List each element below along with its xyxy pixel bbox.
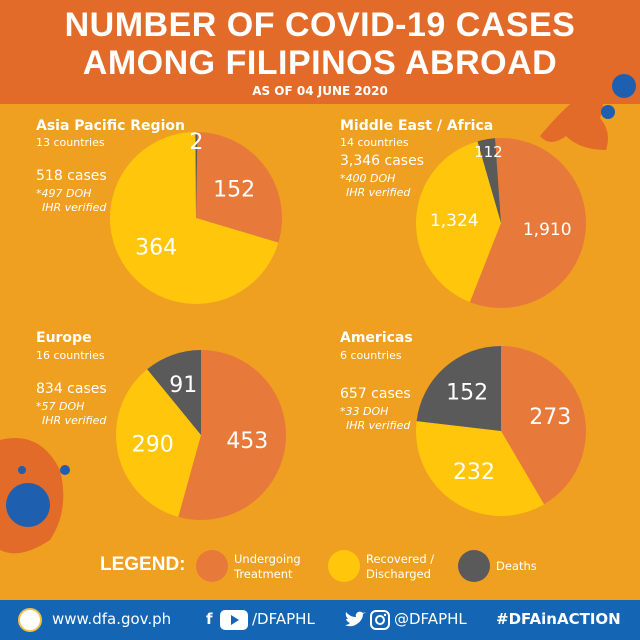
pie-slice-undergoing: [178, 350, 286, 520]
top-right-blob: [540, 70, 608, 150]
note-line-1: *57 DOH: [36, 400, 85, 413]
youtube-icon[interactable]: [220, 610, 248, 630]
footer-fb-yt-handle[interactable]: /DFAPHL: [252, 610, 315, 628]
instagram-icon[interactable]: [370, 610, 390, 630]
note-line-2: IHR verified: [42, 201, 107, 214]
region-title: Middle East / Africa: [340, 118, 494, 134]
region-country-count: 13 countries: [36, 136, 105, 149]
note-line-2: IHR verified: [346, 186, 411, 199]
legend-label-line: Recovered /: [366, 552, 435, 566]
legend-swatch-recovered: [328, 550, 360, 582]
region-note: *400 DOH IHR verified: [340, 172, 440, 200]
pie-slice-recovered: [416, 141, 501, 303]
pie-slice-undergoing: [469, 138, 586, 308]
legend-label-line: Undergoing: [234, 552, 301, 566]
pie-data-label-recovered: 232: [453, 460, 495, 485]
region-title: Europe: [36, 330, 92, 346]
page-title: NUMBER OF COVID-19 CASES AMONG FILIPINOS…: [0, 6, 640, 82]
region-country-count: 16 countries: [36, 349, 105, 362]
page-subtitle: AS OF 04 JUNE 2020: [252, 84, 388, 98]
region-title: Asia Pacific Region: [36, 118, 185, 134]
pie-slice-undergoing: [196, 132, 282, 243]
region-country-count: 14 countries: [340, 136, 409, 149]
pie-data-label-deaths: 112: [474, 143, 503, 161]
pie-data-label-deaths: 91: [169, 373, 197, 398]
pie-slice-undergoing: [501, 346, 586, 505]
legend-label-line: Treatment: [234, 567, 293, 581]
facebook-icon[interactable]: f: [206, 610, 213, 628]
legend-swatch-deaths: [458, 550, 490, 582]
pie-data-label-recovered: 364: [135, 235, 177, 260]
seal-icon: [18, 608, 42, 632]
note-line-2: IHR verified: [346, 419, 411, 432]
region-country-count: 6 countries: [340, 349, 402, 362]
footer-hashtag[interactable]: #DFAinACTION: [496, 610, 621, 628]
footer-bar: www.dfa.gov.ph f /DFAPHL @DFAPHL #DFAinA…: [0, 600, 640, 640]
region-case-count: 834 cases: [36, 381, 107, 397]
footer-website-link[interactable]: www.dfa.gov.ph: [52, 610, 172, 628]
legend-label-undergoing: Undergoing Treatment: [234, 552, 301, 582]
virus-icon: [6, 465, 70, 527]
pie-chart-middle-east-africa: 1,910 1,324 112: [416, 138, 586, 308]
pie-data-label-deaths: 152: [446, 380, 488, 405]
legend-label-recovered: Recovered / Discharged: [366, 552, 434, 582]
pie-data-label-undergoing: 1,910: [523, 220, 572, 240]
region-note: *497 DOH IHR verified: [36, 187, 136, 215]
pie-slice-deaths: [195, 132, 198, 218]
pie-slice-deaths: [147, 350, 201, 435]
region-case-count: 518 cases: [36, 168, 107, 184]
region-case-count: 657 cases: [340, 386, 411, 402]
legend-title: LEGEND:: [100, 554, 186, 575]
legend-swatch-undergoing: [196, 550, 228, 582]
pie-data-label-undergoing: 273: [529, 405, 571, 430]
legend: LEGEND: Undergoing Treatment Recovered /…: [0, 540, 640, 598]
region-note: *57 DOH IHR verified: [36, 400, 136, 428]
pie-slice-deaths: [477, 138, 501, 223]
legend-label-deaths: Deaths: [496, 559, 537, 573]
pie-slice-recovered: [116, 369, 201, 517]
title-line-2: AMONG FILIPINOS ABROAD: [82, 44, 558, 82]
pie-data-label-deaths: 2: [189, 132, 203, 155]
pie-chart-asia-pacific: 152 364 2: [110, 132, 282, 304]
pie-data-label-undergoing: 453: [226, 429, 268, 454]
note-line-2: IHR verified: [42, 414, 107, 427]
pie-slice-deaths: [416, 346, 501, 431]
footer-tw-ig-handle[interactable]: @DFAPHL: [394, 610, 467, 628]
title-line-1: NUMBER OF COVID-19 CASES: [64, 6, 576, 44]
pie-chart-europe: 453 290 91: [116, 350, 286, 520]
note-line-1: *497 DOH: [36, 187, 92, 200]
pie-slice-recovered: [110, 132, 279, 304]
region-case-count: 3,346 cases: [340, 153, 425, 169]
pie-data-label-recovered: 1,324: [430, 211, 479, 231]
pie-slice-recovered: [416, 421, 545, 516]
pie-data-label-recovered: 290: [132, 433, 174, 458]
note-line-1: *33 DOH: [340, 405, 389, 418]
pie-chart-americas: 273 232 152: [416, 346, 586, 516]
region-note: *33 DOH IHR verified: [340, 405, 440, 433]
pie-data-label-undergoing: 152: [213, 178, 255, 203]
virus-icon: [601, 74, 636, 119]
legend-label-line: Discharged: [366, 567, 431, 581]
region-title: Americas: [340, 330, 413, 346]
twitter-icon[interactable]: [344, 611, 366, 629]
note-line-1: *400 DOH: [340, 172, 396, 185]
header-banner: NUMBER OF COVID-19 CASES AMONG FILIPINOS…: [0, 0, 640, 104]
